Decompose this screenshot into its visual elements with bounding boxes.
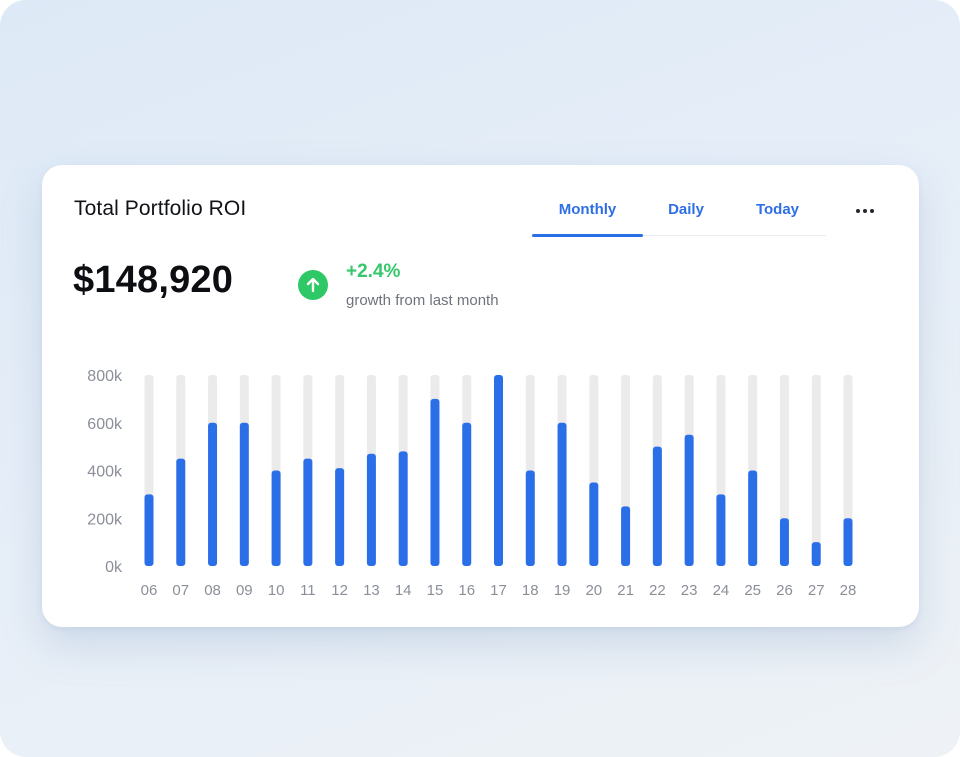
x-tick-label: 17 [490,582,507,599]
bar-20[interactable] [589,482,599,566]
x-tick-label: 22 [649,582,666,599]
bar-14[interactable] [398,451,408,566]
bar-21[interactable] [621,506,631,566]
bar-13[interactable] [366,453,376,566]
bar-15[interactable] [430,398,440,566]
roi-bar-chart: 0k 200k 400k 600k 800k 06 07 08 09 10 11 12 13 14 15 16… [87,368,857,599]
more-dot [870,209,874,213]
more-dot [856,209,860,213]
x-tick-label: 15 [427,582,444,599]
bar-18[interactable] [525,470,535,567]
x-tick-label: 18 [522,582,539,599]
bar-25[interactable] [748,470,758,567]
bar-07[interactable] [176,458,186,566]
bar-12[interactable] [335,468,345,566]
bar-17[interactable] [494,375,503,566]
y-tick-label: 600k [87,416,123,433]
x-tick-label: 11 [300,582,316,599]
bar-26[interactable] [779,518,789,566]
bar-23[interactable] [684,434,694,566]
y-tick-label: 800k [87,368,123,385]
x-tick-label: 25 [744,582,761,599]
y-tick-label: 200k [87,511,123,528]
x-tick-label: 26 [776,582,793,599]
x-tick-label: 12 [331,582,348,599]
card-title: Total Portfolio ROI [74,197,247,220]
bar-track [843,375,853,566]
tab-monthly[interactable]: Monthly [558,201,617,218]
x-tick-label: 07 [172,582,189,599]
more-options-icon[interactable] [852,205,878,217]
portfolio-roi-card: Total Portfolio ROI Monthly Daily Today … [42,165,919,627]
x-tick-label: 08 [204,582,221,599]
tab-daily[interactable]: Daily [668,201,704,218]
x-tick-label: 13 [363,582,380,599]
bar-track [779,375,789,566]
active-tab-indicator [532,234,643,237]
bar-27[interactable] [811,542,821,566]
x-tick-label: 09 [236,582,253,599]
bar-24[interactable] [716,494,726,566]
bar-19[interactable] [557,422,567,566]
bar-16[interactable] [462,422,472,566]
bar-22[interactable] [652,446,662,566]
tab-today[interactable]: Today [755,201,800,218]
bar-28[interactable] [843,518,853,566]
x-tick-label: 10 [268,582,285,599]
x-tick-label: 14 [395,582,412,599]
more-dot [863,209,867,213]
growth-percent: +2.4% [346,261,401,282]
x-tick-label: 27 [808,582,825,599]
y-tick-label: 0k [105,559,123,576]
x-tick-label: 06 [141,582,158,599]
y-tick-label: 400k [87,464,123,481]
bar-09[interactable] [239,422,249,566]
x-tick-label: 23 [681,582,698,599]
growth-label: growth from last month [346,292,499,309]
arrow-up-icon [298,270,328,300]
x-tick-label: 21 [617,582,634,599]
x-tick-label: 20 [585,582,602,599]
x-tick-label: 16 [458,582,475,599]
bar-06[interactable] [144,494,154,566]
bar-track [811,375,821,566]
x-tick-label: 24 [713,582,730,599]
bar-11[interactable] [303,458,313,566]
period-tabs: Monthly Daily Today [532,189,826,237]
x-tick-label: 28 [840,582,857,599]
portfolio-total-value: $148,920 [73,259,234,301]
x-tick-label: 19 [554,582,571,599]
bar-08[interactable] [208,422,218,566]
bar-10[interactable] [271,470,281,567]
